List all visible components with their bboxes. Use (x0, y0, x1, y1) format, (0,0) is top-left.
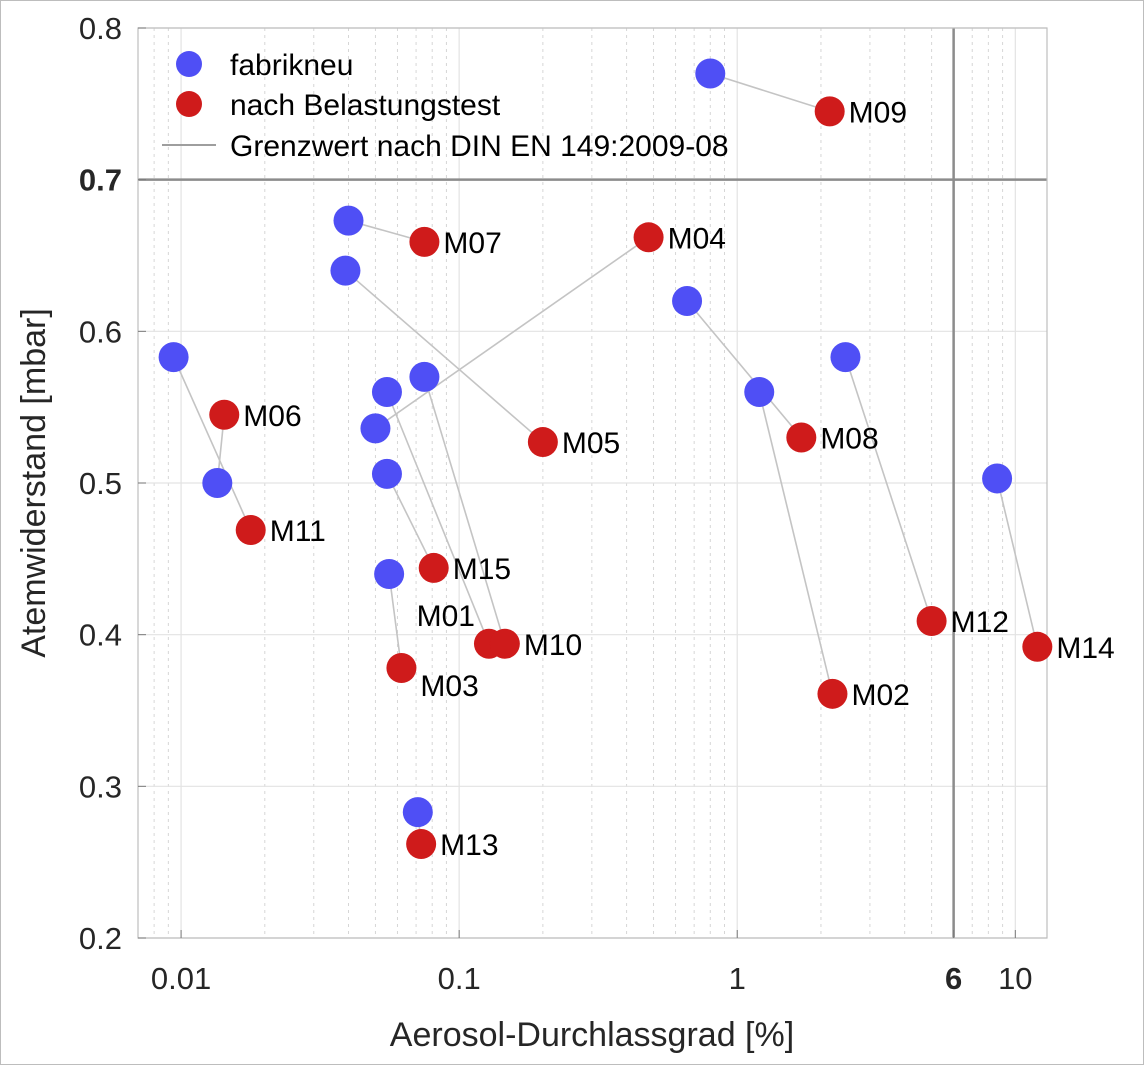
connector-m10 (423, 376, 506, 644)
connector-m11 (172, 356, 252, 531)
point-tested-m05 (527, 427, 558, 458)
y-tick-label: 0.5 (79, 466, 122, 501)
point-tested-m15 (418, 552, 449, 583)
point-new-m03 (374, 559, 405, 589)
legend-entry-label: nach Belastungstest (230, 89, 501, 122)
point-new-m07 (333, 205, 364, 236)
point-new-m12 (830, 342, 861, 373)
point-label-m14: M14 (1056, 632, 1114, 665)
point-label-m01: M01 (417, 600, 475, 633)
point-label-m15: M15 (453, 553, 511, 586)
point-label-m09: M09 (849, 96, 907, 129)
y-tick-label: 0.3 (79, 769, 122, 804)
y-tick-label: 0.2 (79, 921, 122, 956)
legend-entry-label: Grenzwert nach DIN EN 149:2009-08 (230, 130, 729, 163)
point-tested-m03 (386, 653, 417, 684)
point-label-m04: M04 (668, 222, 726, 255)
legend-entry-label: fabrikneu (230, 49, 353, 82)
point-new-m15 (371, 458, 402, 489)
y-tick-label: 0.8 (79, 11, 122, 46)
point-new-m01 (371, 377, 402, 407)
point-tested-m14 (1022, 631, 1053, 662)
point-new-m13 (402, 797, 433, 828)
point-tested-m04 (633, 222, 664, 253)
point-label-m07: M07 (443, 227, 501, 260)
point-label-m13: M13 (440, 829, 498, 862)
point-new-m05 (330, 255, 361, 286)
point-tested-m09 (814, 96, 845, 127)
point-label-m05: M05 (562, 427, 620, 460)
y-tick-label: 0.6 (79, 314, 122, 349)
connector-m08 (686, 300, 802, 439)
connector-m03 (388, 573, 403, 669)
connector-m05 (344, 270, 544, 443)
legend: fabrikneu nach Belastungstest Grenzwert na… (162, 49, 729, 163)
point-tested-m10 (489, 628, 520, 659)
connector-m09 (710, 72, 830, 113)
point-tested-m13 (406, 828, 437, 859)
point-label-m12: M12 (951, 606, 1009, 639)
y-tick-label: 0.4 (79, 618, 122, 653)
point-labels: M01 M02 M03 M04 M05 M06 M07 M08 M09 M10 M11 M12 M13 M… (243, 96, 1114, 862)
x-axis-title: Aerosol-Durchlassgrad [%] (390, 1016, 794, 1054)
point-tested-m07 (409, 226, 440, 257)
point-tested-m06 (209, 399, 240, 430)
point-tested-m08 (786, 422, 817, 453)
point-new-m04 (360, 413, 391, 444)
point-label-m03: M03 (420, 670, 478, 703)
point-new-m10 (409, 361, 440, 392)
legend-swatch-tested (176, 91, 202, 117)
point-new-m14 (982, 463, 1013, 494)
point-new-m06 (202, 468, 233, 498)
x-tick-label: 6 (945, 961, 962, 996)
y-tick-label: 0.7 (79, 163, 122, 198)
point-new-m08 (672, 286, 703, 316)
point-tested-m11 (235, 515, 266, 546)
point-new-m02 (744, 377, 775, 407)
point-tested-m12 (916, 606, 947, 637)
point-label-m02: M02 (851, 679, 909, 712)
point-new-m09 (695, 58, 726, 89)
x-tick-label: 0.01 (151, 961, 211, 996)
connector-m02 (758, 391, 834, 695)
point-label-m06: M06 (243, 400, 301, 433)
connector-m15 (386, 473, 435, 569)
axis-ticks: 0.01 0.1 1 6 10 0.2 0.3 0.4 0.5 0.6 0.7 0.8 (79, 11, 1033, 996)
connector-m12 (844, 356, 933, 622)
legend-swatch-new (176, 51, 202, 77)
y-axis-title: Atemwiderstand [mbar] (15, 308, 53, 658)
data-points (158, 58, 1053, 859)
point-new-m11 (158, 342, 189, 373)
point-label-m08: M08 (820, 423, 878, 456)
limit-lines (138, 28, 1047, 938)
connector-m14 (996, 478, 1039, 647)
x-tick-label: 10 (998, 961, 1032, 996)
x-tick-label: 1 (729, 961, 746, 996)
point-label-m11: M11 (270, 515, 326, 548)
x-tick-label: 0.1 (438, 961, 481, 996)
point-tested-m02 (817, 678, 848, 709)
connector-m04 (374, 236, 650, 430)
connector-m01 (386, 391, 490, 645)
point-label-m10: M10 (524, 629, 582, 662)
